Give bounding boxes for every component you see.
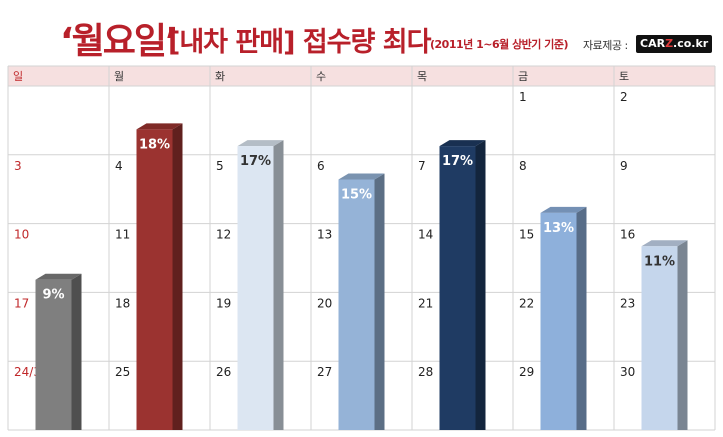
bar-top xyxy=(136,123,183,130)
day-number: 27 xyxy=(317,365,332,379)
bar-side xyxy=(576,206,587,430)
bar-화: 17% xyxy=(237,140,284,430)
day-number: 8 xyxy=(519,159,527,173)
day-number: 15 xyxy=(519,228,534,242)
bar-side xyxy=(677,240,688,430)
bar-value-label: 15% xyxy=(341,188,372,203)
bar-side xyxy=(374,173,385,430)
carz-logo: CARZ.co.kr xyxy=(636,35,713,53)
weekday-label: 금 xyxy=(518,70,528,83)
day-number: 6 xyxy=(317,159,325,173)
day-number: 5 xyxy=(216,159,224,173)
day-number: 17 xyxy=(14,296,29,310)
title-bar: ‘월요일’ [내차 판매] 접수량 최다 (2011년 1~6월 상반기 기준)… xyxy=(0,0,723,64)
bar-일: 9% xyxy=(35,273,82,430)
day-number: 20 xyxy=(317,296,332,310)
logo-text-b: .co.kr xyxy=(673,37,709,50)
bar-수: 15% xyxy=(338,173,385,430)
bar-top xyxy=(540,206,587,213)
day-number: 16 xyxy=(620,228,635,242)
bar-value-label: 17% xyxy=(240,154,271,169)
day-number: 28 xyxy=(418,365,433,379)
day-number: 10 xyxy=(14,228,29,242)
bar-top xyxy=(641,240,688,247)
bar-front xyxy=(641,246,678,430)
weekday-label: 토 xyxy=(619,70,629,83)
day-number: 14 xyxy=(418,228,433,242)
source-label: 자료제공 : xyxy=(583,39,628,52)
bar-value-label: 18% xyxy=(139,137,170,152)
bar-side xyxy=(172,123,183,431)
bar-목: 17% xyxy=(439,140,486,430)
day-number: 25 xyxy=(115,365,130,379)
day-number: 21 xyxy=(418,296,433,310)
day-number: 11 xyxy=(115,228,130,242)
bar-value-label: 13% xyxy=(543,221,574,236)
bar-side xyxy=(71,273,82,430)
chart-title-quote: ‘월요일’ xyxy=(60,21,179,62)
day-number: 22 xyxy=(519,296,534,310)
weekday-label: 목 xyxy=(417,70,427,83)
day-number: 3 xyxy=(14,159,22,173)
bar-top xyxy=(439,140,486,147)
bar-front xyxy=(237,146,274,430)
day-number: 19 xyxy=(216,296,231,310)
bar-월: 18% xyxy=(136,123,183,431)
logo-text-a: CAR xyxy=(640,37,666,50)
bar-value-label: 17% xyxy=(442,154,473,169)
weekday-label: 월 xyxy=(114,70,124,83)
day-number: 13 xyxy=(317,228,332,242)
day-number: 9 xyxy=(620,159,628,173)
bar-front xyxy=(338,179,375,430)
day-number: 30 xyxy=(620,365,635,379)
bar-front xyxy=(439,146,476,430)
bar-top xyxy=(237,140,284,147)
day-number: 18 xyxy=(115,296,130,310)
day-number: 29 xyxy=(519,365,534,379)
chart-subtitle: (2011년 1~6월 상반기 기준) xyxy=(430,38,569,51)
bar-front xyxy=(35,279,72,430)
bar-front xyxy=(136,129,173,430)
bar-value-label: 11% xyxy=(644,254,675,269)
bar-side xyxy=(475,140,486,430)
logo-text-z: Z xyxy=(665,37,674,50)
day-number: 4 xyxy=(115,159,123,173)
chart-title: [내차 판매] 접수량 최다 xyxy=(168,27,431,58)
bar-금: 13% xyxy=(540,206,587,430)
bar-토: 11% xyxy=(641,240,688,430)
day-number: 2 xyxy=(620,90,628,104)
day-number: 7 xyxy=(418,159,426,173)
bar-front xyxy=(540,212,577,430)
weekday-header-band xyxy=(8,66,715,86)
weekday-label: 수 xyxy=(316,70,326,83)
day-number: 1 xyxy=(519,90,527,104)
day-number: 26 xyxy=(216,365,231,379)
bar-top xyxy=(338,173,385,180)
weekday-label: 화 xyxy=(215,70,225,83)
day-number: 23 xyxy=(620,296,635,310)
bar-side xyxy=(273,140,284,430)
bar-top xyxy=(35,273,82,280)
day-number: 12 xyxy=(216,228,231,242)
weekday-label: 일 xyxy=(13,69,23,83)
bar-value-label: 9% xyxy=(42,288,64,303)
